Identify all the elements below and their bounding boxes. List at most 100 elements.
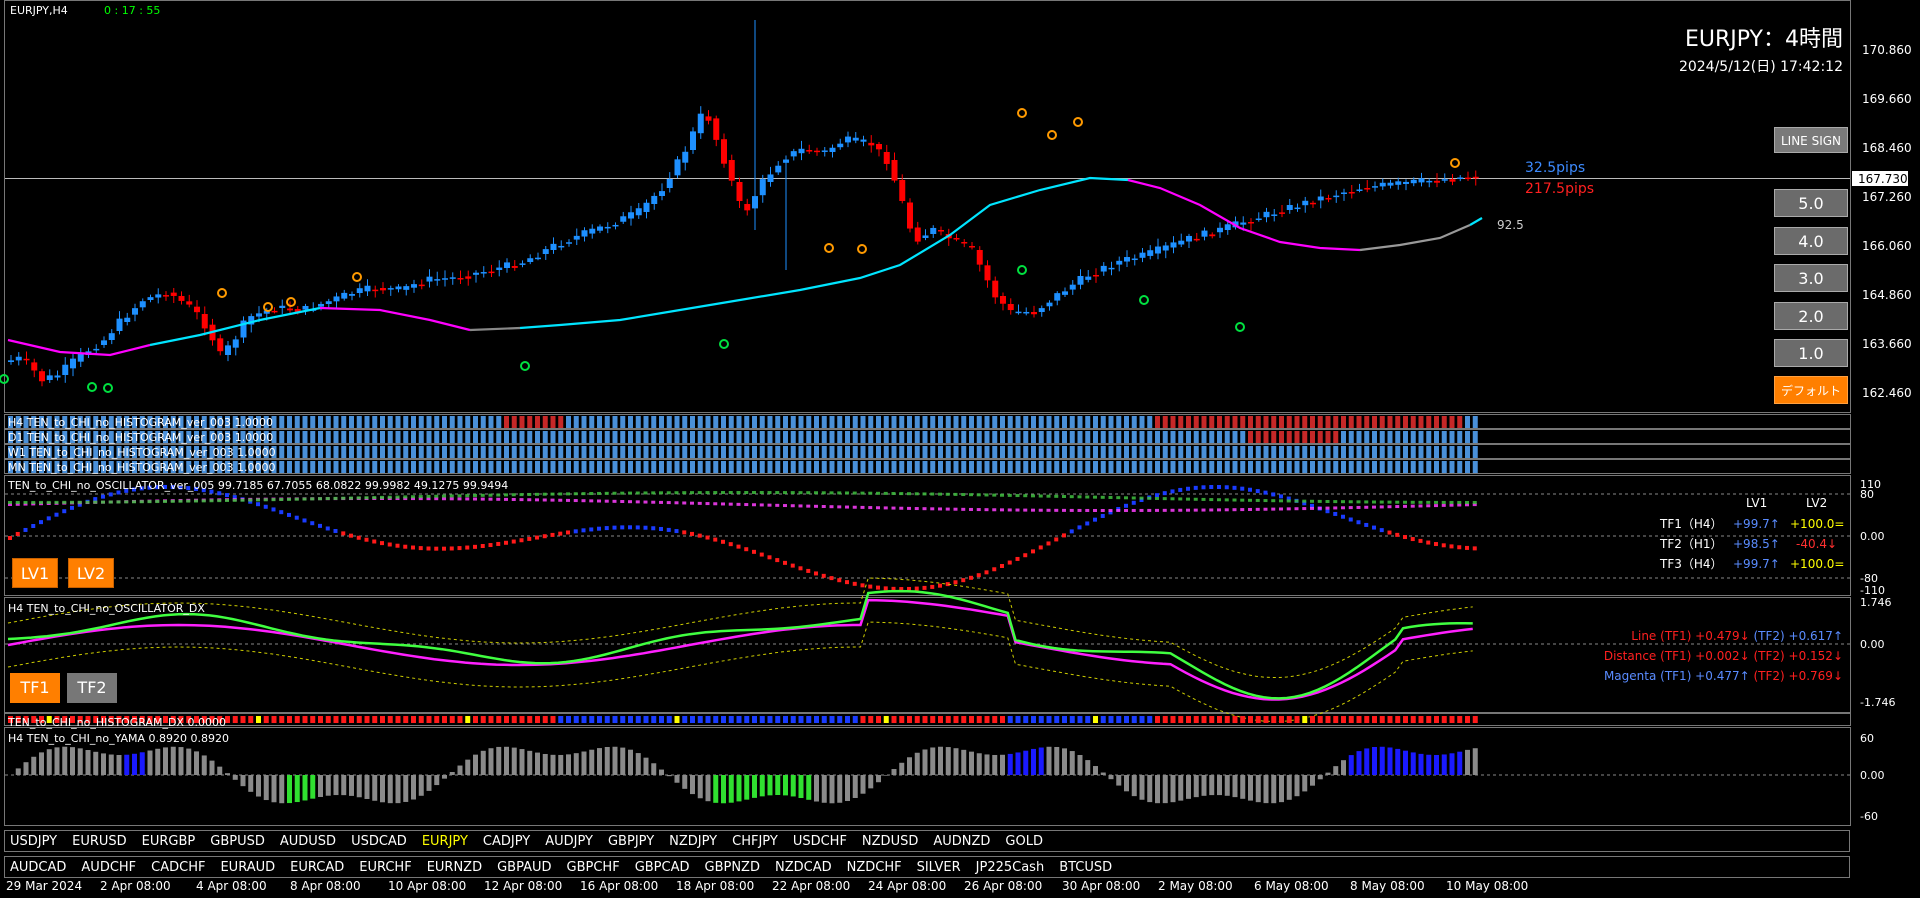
symbol-button-usdjpy[interactable]: USDJPY <box>10 833 58 849</box>
oscillator-dot <box>139 500 144 504</box>
histogram-bar <box>535 446 540 458</box>
symbol-button-eurjpy[interactable]: EURJPY <box>421 833 468 849</box>
candle-body <box>1364 188 1371 190</box>
symbol-button-euraud[interactable]: EURAUD <box>220 859 276 875</box>
histogram-bar <box>899 446 905 458</box>
symbol-button-audjpy[interactable]: AUDJPY <box>545 833 593 849</box>
yama-bar <box>232 775 238 780</box>
histogram-bar <box>535 431 540 443</box>
symbol-button-usdchf[interactable]: USDCHF <box>792 833 847 849</box>
histogram-dx-bar <box>674 716 680 723</box>
oscillator-dot <box>814 491 818 495</box>
symbol-button-audcad[interactable]: AUDCAD <box>10 859 67 875</box>
oscillator-dot <box>70 500 74 504</box>
symbol-button-gold[interactable]: GOLD <box>1005 833 1043 849</box>
histogram-bar <box>1108 416 1114 428</box>
symbol-button-chfjpy[interactable]: CHFJPY <box>732 833 778 849</box>
histogram-bar <box>1263 431 1269 443</box>
histogram-dx-bar <box>775 716 781 723</box>
level-button-2[interactable]: 2.0 <box>1774 302 1848 330</box>
histogram-bar <box>697 416 703 428</box>
symbol-button-gbpnzd[interactable]: GBPNZD <box>704 859 760 875</box>
histogram-bar <box>914 416 920 428</box>
level-button-5[interactable]: 5.0 <box>1774 189 1848 217</box>
oscillator-dot <box>1341 514 1345 519</box>
oscillator-dot <box>1255 489 1260 494</box>
oscillator-dot <box>876 585 880 590</box>
oscillator-dot <box>1139 496 1144 500</box>
candle-body <box>984 265 991 281</box>
candle-body <box>240 320 247 338</box>
histogram-dx-bar <box>403 716 409 723</box>
symbol-button-eurchf[interactable]: EURCHF <box>359 859 412 875</box>
oscillator-dot <box>1279 499 1283 503</box>
histogram-dx-bar <box>914 716 920 723</box>
lv1-button[interactable]: LV1 <box>12 558 58 588</box>
symbol-button-eurcad[interactable]: EURCAD <box>290 859 345 875</box>
candle-body <box>620 216 627 222</box>
yama-bar <box>899 762 905 775</box>
symbol-button-audnzd[interactable]: AUDNZD <box>933 833 991 849</box>
oscillator-dot <box>442 497 446 501</box>
histogram-bar <box>356 461 362 473</box>
histogram-bar <box>1403 431 1408 443</box>
histogram-bar <box>1263 461 1269 473</box>
symbol-button-gbpchf[interactable]: GBPCHF <box>566 859 620 875</box>
lv2-button[interactable]: LV2 <box>68 558 114 588</box>
histogram-bar <box>488 461 494 473</box>
oscillator-dot <box>535 498 539 502</box>
oscillator-dot <box>1387 500 1392 504</box>
histogram-bar <box>961 461 967 473</box>
oscillator-dot <box>380 495 384 499</box>
histogram-bar <box>868 461 874 473</box>
default-button[interactable]: デフォルト <box>1774 376 1848 404</box>
oscillator-dot <box>589 492 594 496</box>
histogram-dx-bar <box>705 716 711 723</box>
symbol-button-audchf[interactable]: AUDCHF <box>81 859 137 875</box>
candle-body <box>938 230 944 232</box>
oscillator-dot <box>349 533 353 538</box>
histogram-bar <box>263 416 269 428</box>
level-button-1[interactable]: 1.0 <box>1774 339 1848 367</box>
tf2-button[interactable]: TF2 <box>67 673 117 703</box>
symbol-button-eurnzd[interactable]: EURNZD <box>426 859 483 875</box>
histogram-dx-bar <box>1248 716 1253 723</box>
symbol-button-gbpcad[interactable]: GBPCAD <box>634 859 690 875</box>
histogram-bar <box>1046 431 1052 443</box>
oscillator-dot <box>767 555 772 560</box>
symbol-button-gbpjpy[interactable]: GBPJPY <box>607 833 655 849</box>
yama-bar <box>721 775 726 804</box>
symbol-button-gbpaud[interactable]: GBPAUD <box>497 859 552 875</box>
symbol-button-nzdchf[interactable]: NZDCHF <box>846 859 902 875</box>
histogram-bar <box>728 416 734 428</box>
symbol-button-cadchf[interactable]: CADCHF <box>151 859 206 875</box>
symbol-button-gbpusd[interactable]: GBPUSD <box>210 833 265 849</box>
symbol-button-usdcad[interactable]: USDCAD <box>351 833 407 849</box>
oscillator-dot <box>1286 496 1291 501</box>
oscillator-dot <box>356 535 361 540</box>
tf1-button[interactable]: TF1 <box>10 673 60 703</box>
symbol-button-nzdcad[interactable]: NZDCAD <box>774 859 832 875</box>
histogram-bar <box>1255 446 1261 458</box>
histogram-bar <box>876 431 881 443</box>
yama-bar <box>465 759 471 775</box>
symbol-button-cadjpy[interactable]: CADJPY <box>482 833 531 849</box>
symbol-button-jp225cash[interactable]: JP225Cash <box>975 859 1045 875</box>
symbol-button-silver[interactable]: SILVER <box>916 859 961 875</box>
line-sign-button[interactable]: LINE SIGN <box>1774 127 1848 153</box>
yama-bar <box>294 775 300 803</box>
oscillator-dot <box>287 512 291 517</box>
oscillator-dot <box>1224 508 1229 512</box>
level-button-4[interactable]: 4.0 <box>1774 227 1848 255</box>
oscillator-dot <box>907 492 911 496</box>
symbol-button-nzdusd[interactable]: NZDUSD <box>861 833 919 849</box>
histogram-bar <box>659 461 664 473</box>
symbol-button-nzdjpy[interactable]: NZDJPY <box>669 833 718 849</box>
symbol-button-eurgbp[interactable]: EURGBP <box>141 833 196 849</box>
symbol-button-audusd[interactable]: AUDUSD <box>279 833 337 849</box>
symbol-button-btcusd[interactable]: BTCUSD <box>1059 859 1113 875</box>
symbol-button-eurusd[interactable]: EURUSD <box>72 833 127 849</box>
histogram-bar <box>1372 416 1377 428</box>
level-button-3[interactable]: 3.0 <box>1774 264 1848 292</box>
oscillator-dot <box>612 491 617 495</box>
